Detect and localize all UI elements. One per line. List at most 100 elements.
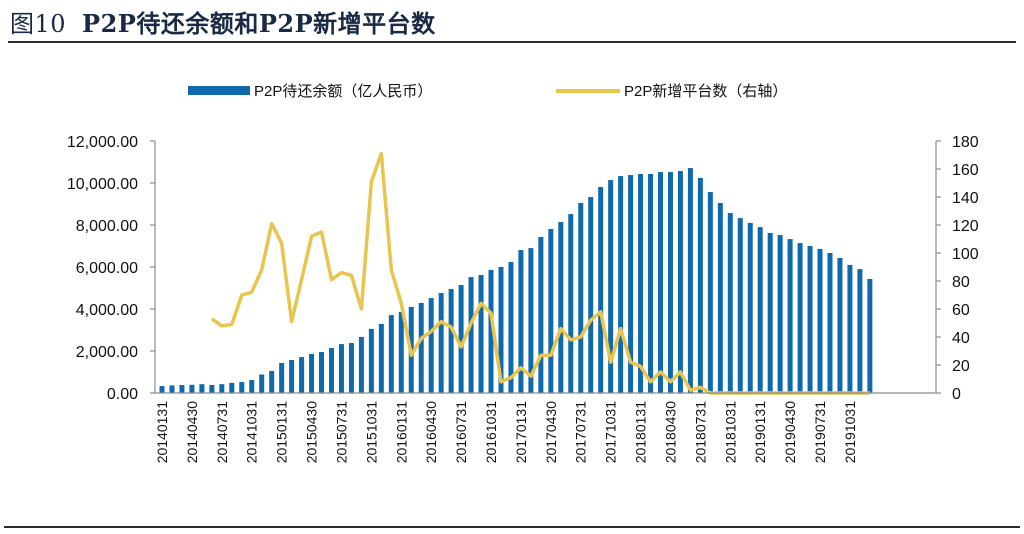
x-axis-tick-label: 20171031	[603, 401, 619, 464]
right-axis-tick-label: 80	[952, 274, 970, 291]
x-axis-tick-label: 20140131	[154, 401, 170, 464]
bar	[697, 177, 703, 393]
bar	[448, 289, 454, 393]
bar	[229, 382, 235, 393]
bar	[568, 214, 574, 393]
x-axis: 20140131 20140430 20140731 20141031 20150131…	[154, 392, 936, 464]
bar	[538, 236, 544, 393]
x-axis-tick-label: 20190131	[752, 401, 768, 464]
right-axis-tick-label: 40	[952, 330, 970, 347]
bar	[737, 218, 743, 393]
bar	[558, 222, 564, 393]
bar	[219, 384, 225, 393]
bar	[667, 172, 673, 393]
x-axis-tick-label: 20151031	[363, 401, 379, 464]
bar	[418, 302, 424, 393]
bar	[498, 267, 504, 393]
bar	[847, 264, 853, 393]
bar	[618, 176, 624, 393]
bar	[857, 269, 863, 393]
right-axis-tick-label: 20	[952, 358, 970, 375]
bar	[378, 323, 384, 393]
bar	[658, 172, 663, 393]
legend-bar-label: P2P待还余额（亿人民币）	[254, 82, 432, 100]
bar	[837, 257, 843, 393]
bar	[289, 360, 295, 393]
x-axis-tick-label: 20170430	[543, 401, 559, 464]
bar	[269, 370, 275, 393]
legend-line-label: P2P新增平台数（右轴）	[624, 83, 787, 100]
figure-title: 图10 P2P待还余额和P2P新增平台数	[10, 4, 436, 39]
bar	[259, 374, 265, 393]
x-axis-tick-label: 20191031	[842, 401, 858, 464]
bar	[179, 385, 185, 393]
bar	[767, 232, 773, 393]
bar	[319, 352, 325, 393]
bar	[328, 348, 334, 393]
bar	[588, 197, 594, 393]
bar	[279, 362, 285, 393]
x-axis-tick-label: 20180731	[692, 401, 708, 464]
bar	[677, 171, 683, 393]
bar	[338, 344, 344, 393]
top-rule-divider	[8, 41, 1016, 43]
right-axis-tick-label: 0	[952, 386, 961, 403]
x-axis-tick-label: 20190731	[812, 401, 828, 464]
x-axis-tick-label: 20140731	[214, 401, 230, 464]
bar	[787, 239, 793, 393]
bar	[797, 243, 803, 393]
x-axis-tick-label: 20141031	[244, 401, 260, 464]
bar	[488, 269, 494, 393]
bottom-rule-divider	[4, 526, 1020, 528]
bar	[807, 246, 813, 393]
x-axis-tick-label: 20150131	[274, 401, 290, 464]
left-y-axis: 0.00 2,000.00 4,000.00 6,000.00 8,000.00 10,0…	[67, 134, 156, 403]
x-axis-tick-label: 20170131	[513, 401, 529, 464]
x-axis-tick-label: 20161031	[483, 401, 499, 464]
bar	[827, 252, 833, 393]
bar	[478, 274, 484, 393]
chart-legend: P2P待还余额（亿人民币） P2P新增平台数（右轴）	[188, 82, 787, 100]
x-axis-tick-label: 20190430	[782, 401, 798, 464]
bar	[598, 186, 604, 393]
bar	[249, 379, 255, 393]
figure-number: 图10	[10, 10, 67, 38]
bar	[189, 384, 195, 393]
left-axis-tick-label: 6,000.00	[76, 260, 138, 277]
bar	[528, 248, 534, 393]
bar	[867, 278, 873, 393]
bar	[687, 168, 693, 393]
left-axis-tick-label: 2,000.00	[76, 344, 138, 361]
bar	[438, 293, 444, 393]
bar	[209, 385, 215, 393]
right-axis-tick-label: 160	[952, 162, 979, 179]
bar	[458, 285, 464, 393]
right-axis-tick-label: 140	[952, 190, 979, 207]
bar	[747, 222, 753, 393]
bar	[518, 249, 524, 393]
bar	[757, 227, 763, 393]
bar	[388, 315, 394, 393]
bar	[299, 357, 305, 393]
x-axis-tick-label: 20181031	[722, 401, 738, 464]
right-axis-tick-label: 60	[952, 302, 970, 319]
bar	[398, 311, 404, 393]
bar	[239, 382, 245, 393]
bar	[548, 228, 554, 393]
bar	[727, 213, 733, 393]
left-axis-tick-label: 10,000.00	[67, 176, 138, 193]
x-axis-tick-label: 20160430	[423, 401, 439, 464]
bar	[817, 248, 823, 393]
bar	[648, 173, 654, 393]
figure-title-text: P2P待还余额和P2P新增平台数	[82, 9, 436, 38]
bar	[428, 298, 434, 393]
x-axis-tick-label: 20180131	[633, 401, 649, 464]
left-axis-tick-label: 8,000.00	[76, 218, 138, 235]
left-axis-tick-label: 0.00	[107, 386, 138, 403]
bar	[348, 343, 354, 393]
bar	[468, 277, 474, 393]
bar	[638, 173, 644, 393]
left-axis-tick-label: 4,000.00	[76, 302, 138, 319]
bar-series	[159, 168, 873, 393]
